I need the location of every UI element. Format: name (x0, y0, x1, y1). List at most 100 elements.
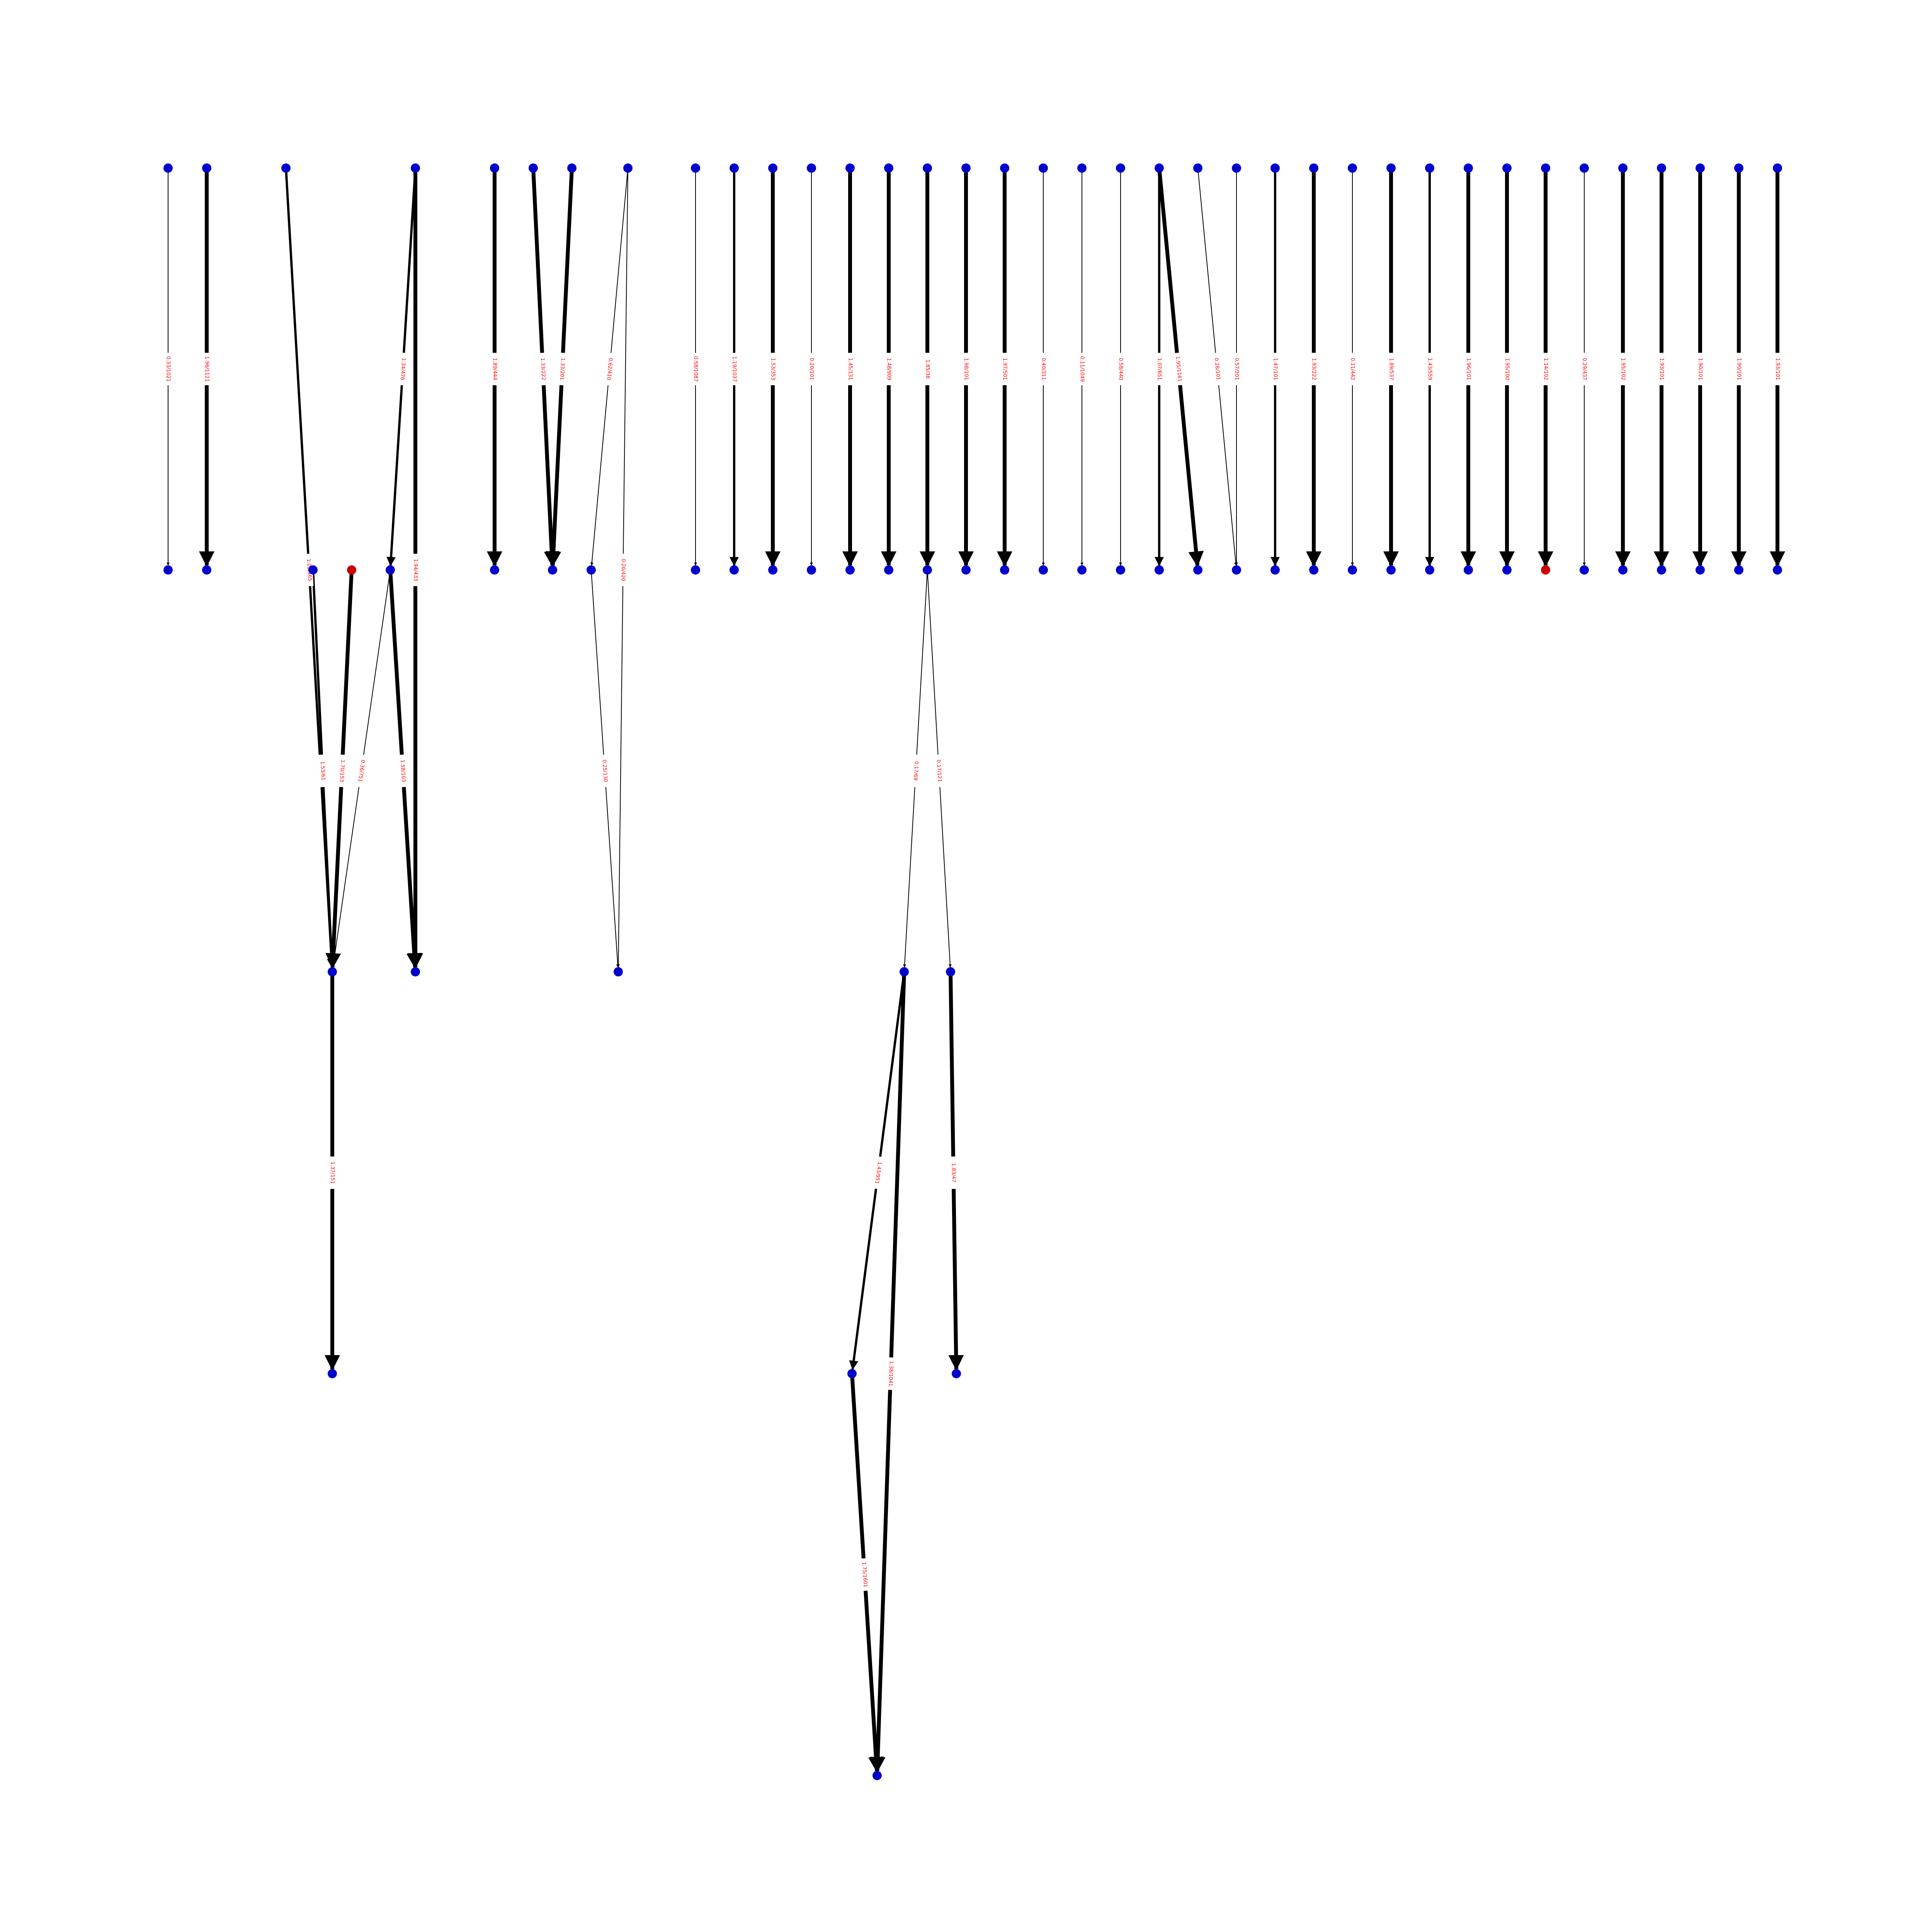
graph-node (1309, 163, 1318, 173)
edge-label-background (1212, 352, 1222, 386)
edge-label-text: 1.90/101 (1697, 358, 1703, 380)
edge-label: 0.29/437 (1581, 353, 1588, 385)
graph-node (1580, 163, 1589, 173)
graph-node (1773, 163, 1782, 173)
edge-label-text: 1.95/100 (1504, 358, 1510, 380)
edge-label-background (872, 1156, 884, 1189)
edge-label: 1.58/103 (398, 754, 408, 787)
edge-label-background (1542, 353, 1549, 385)
edge-label-background (860, 1558, 869, 1591)
edge-label: 1.89/537 (1388, 353, 1395, 385)
graph-node (1000, 163, 1009, 173)
edge-label: 1.93/222 (1310, 353, 1317, 385)
graph-node (1077, 163, 1087, 173)
edge-label: 0.17/121 (934, 754, 944, 787)
edge-label: 1.97/501 (1001, 353, 1008, 385)
edge-label-text: 1.94/433 (413, 559, 418, 581)
edge-label-text: 0.11/1049 (1079, 356, 1085, 382)
edge-label-text: 1.97/501 (1002, 358, 1008, 380)
edge-label: 1.07/651 (1156, 353, 1163, 385)
edge-label-background (398, 352, 408, 386)
edge-label: 1.19/1037 (731, 353, 738, 385)
graph-node (1116, 565, 1125, 575)
edge-label: 1.43/951 (872, 1156, 884, 1189)
edge-label-background (885, 353, 892, 385)
graph-node (386, 565, 395, 575)
graph-node (1116, 163, 1125, 173)
edge-label-text: 0.28/101 (1213, 357, 1221, 380)
edge-label-text: 1.38/1041 (887, 1361, 894, 1387)
graph-node (1270, 163, 1280, 173)
edge-label-background (600, 754, 609, 787)
graph-node (1155, 163, 1164, 173)
graph-node (1696, 565, 1705, 575)
graph-node (691, 163, 700, 173)
edge-label-background (924, 353, 931, 385)
edge-label-text: 1.75/1601 (861, 1561, 868, 1587)
graph-node (1425, 163, 1434, 173)
edge-label-background (886, 1357, 895, 1390)
graph-node (946, 967, 955, 976)
edge-label-text: 1.89/444 (492, 358, 498, 380)
edge-label: 1.90/101 (1697, 353, 1704, 385)
edge-label-text: 1.19/1037 (731, 356, 737, 382)
edge-label-background (1117, 353, 1124, 385)
edge-label: 0.20/420 (619, 553, 627, 587)
graph-node (1386, 163, 1396, 173)
edge-label-background (329, 1156, 336, 1189)
edge-label: 1.95/102 (1619, 353, 1626, 385)
graph-node (845, 565, 855, 575)
edge-label-text: 0.62/410 (605, 357, 613, 380)
edges-layer (167, 168, 1785, 1773)
edge-label-text: 1.14/102 (1543, 358, 1549, 380)
edge-label: 1.96/101 (1465, 353, 1472, 385)
edge-label-text: 1.95/102 (1620, 358, 1626, 380)
graph-node (1386, 565, 1396, 575)
graph-node (281, 163, 291, 173)
graph-node (1348, 565, 1357, 575)
edge-label-background (1658, 353, 1665, 385)
edge-label-text: 1.85/38 (925, 359, 930, 379)
edge-label-background (1310, 353, 1317, 385)
edge-label-background (692, 353, 699, 385)
graph-node (1657, 163, 1666, 173)
edge-label-background (911, 754, 920, 787)
edge-label: 1.45/131 (847, 353, 854, 385)
graph-node (923, 565, 932, 575)
graph-node (490, 565, 499, 575)
edge-label-text: 1.96/101 (1466, 358, 1471, 380)
edge-label-text: 0.17/121 (935, 760, 942, 782)
edge-label-background (1001, 353, 1008, 385)
edge-label-background (1465, 353, 1472, 385)
edge-label-text: 1.90/101 (1736, 358, 1742, 380)
graph-node (807, 163, 816, 173)
graph-node (163, 565, 173, 575)
edge-label: 1.83/47 (949, 1156, 957, 1189)
graph-node (768, 565, 777, 575)
edge-label-background (949, 1156, 957, 1189)
edge-label-background (398, 754, 408, 787)
edge-label: 0.25/130 (600, 754, 609, 787)
edge-label-text: 1.33/201 (559, 358, 566, 381)
edge-label-background (203, 353, 210, 385)
edge-label-background (769, 353, 776, 385)
graph-node (1618, 163, 1628, 173)
edge-label: 1.47/101 (1272, 353, 1279, 385)
edge-label: 1.95/1161 (1173, 352, 1184, 386)
graph-node (872, 1771, 882, 1780)
edge-label: 0.58/440 (1117, 353, 1124, 385)
edge-label: 1.53/61 (318, 754, 327, 787)
edge-label: 0.28/101 (1212, 352, 1222, 386)
edge-label: 1.33/222 (538, 352, 548, 386)
graph-node (952, 1369, 961, 1378)
graph-node (202, 565, 211, 575)
edge-label: 0.36/751 (355, 754, 367, 787)
edge-label-text: 0.58/440 (1118, 358, 1124, 380)
graph-node (411, 163, 420, 173)
edge-label-background (538, 352, 548, 386)
edge-label: 1.70/153 (337, 754, 347, 787)
edge-label-text: 1.43/559 (1427, 358, 1433, 380)
edge-label: 1.94/433 (412, 554, 419, 586)
graph-node (1232, 163, 1241, 173)
